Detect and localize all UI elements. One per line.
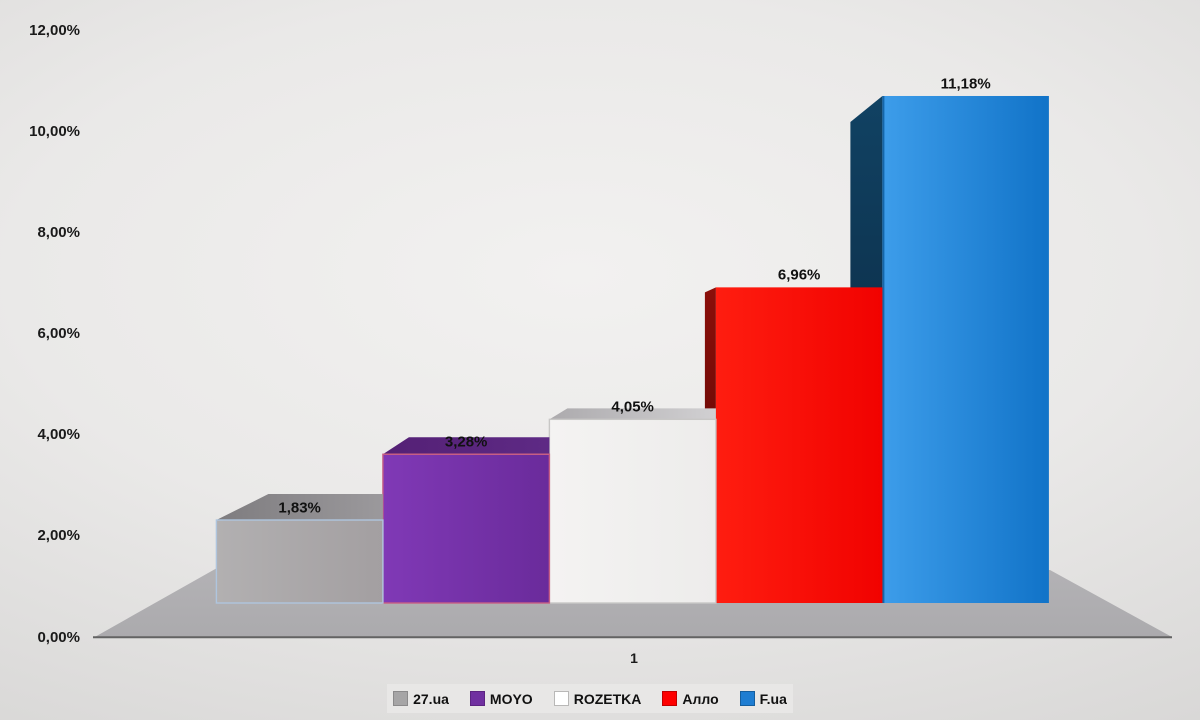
bar-data-label-3: 6,96% xyxy=(777,266,821,284)
legend-swatch-icon xyxy=(553,691,569,706)
legend-label-4: F.ua xyxy=(759,690,787,707)
legend-label-3: Алло xyxy=(682,690,719,707)
bar-data-label-0: 1,83% xyxy=(278,499,321,517)
bar-front-face-0 xyxy=(215,519,384,604)
legend-swatch-icon xyxy=(662,691,678,706)
bar-front-face-2 xyxy=(548,418,717,604)
bar-top-face-2 xyxy=(549,408,716,420)
legend-item-4: F.ua xyxy=(739,690,787,707)
legend-item-2: ROZETKA xyxy=(553,690,642,707)
legend-swatch-icon xyxy=(739,691,755,706)
bar-front-face-3 xyxy=(715,287,883,603)
legend-swatch-icon xyxy=(393,691,409,706)
y-axis-tick-label-2: 4,00% xyxy=(37,426,80,444)
bar-data-label-4: 11,18% xyxy=(940,75,991,93)
category-label: 1 xyxy=(630,650,638,666)
bar-data-label-2: 4,05% xyxy=(611,398,654,416)
bar-front-face-4 xyxy=(882,95,1049,603)
bar-data-label-1: 3,28% xyxy=(444,433,488,451)
bar-top-face-0 xyxy=(216,494,383,521)
legend-swatch-icon xyxy=(469,691,485,706)
y-axis-tick-label-6: 12,00% xyxy=(29,21,80,39)
y-axis-tick-label-3: 6,00% xyxy=(37,325,80,343)
legend-item-1: MOYO xyxy=(469,690,533,707)
legend-item-3: Алло xyxy=(662,690,719,707)
legend-label-0: 27.ua xyxy=(413,690,449,707)
y-axis-tick-label-0: 0,00% xyxy=(37,628,80,646)
legend-label-1: MOYO xyxy=(489,690,533,707)
legend-label-2: ROZETKA xyxy=(573,690,642,707)
y-axis-tick-label-1: 2,00% xyxy=(37,527,80,545)
legend-item-0: 27.ua xyxy=(393,691,449,707)
y-axis-tick-label-5: 10,00% xyxy=(29,122,80,140)
legend: 27.ua MOYO ROZETKA Алло F.ua xyxy=(387,684,793,713)
bar-top-face-1 xyxy=(382,437,550,455)
bar-front-face-1 xyxy=(382,453,551,604)
y-axis-tick-label-4: 8,00% xyxy=(37,223,80,241)
